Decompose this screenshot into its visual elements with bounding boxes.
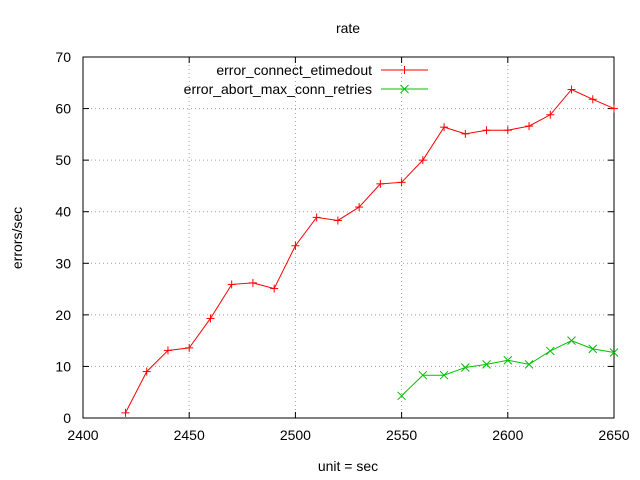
series-2	[397, 336, 619, 401]
plot-frame	[82, 56, 615, 419]
x-tick-label: 2400	[67, 427, 98, 443]
x-axis-ticks: 2400 2450 2500 2550 2600 2650	[67, 57, 630, 443]
data-point	[312, 213, 321, 222]
marker-stroke	[545, 346, 555, 356]
marker-stroke	[482, 360, 491, 369]
data-point	[291, 241, 300, 250]
data-point	[525, 122, 534, 131]
data-point	[376, 179, 385, 188]
data-point	[524, 360, 534, 369]
data-point	[333, 216, 342, 225]
data-point	[460, 363, 470, 372]
marker-stroke	[397, 391, 406, 401]
marker-stroke	[609, 348, 619, 357]
y-tick-label: 10	[55, 358, 71, 374]
y-tick-label: 40	[55, 204, 71, 220]
data-point	[609, 348, 619, 357]
legend-entry-2: error_abort_max_conn_retries	[184, 81, 428, 97]
data-point	[142, 367, 151, 376]
y-tick-label: 30	[55, 255, 71, 271]
legend-marker	[400, 84, 409, 94]
y-tick-label: 20	[55, 307, 71, 323]
y-axis-ticks: 0 10 20 30 40 50 60 70	[55, 49, 614, 426]
x-tick-label: 2650	[598, 427, 629, 443]
marker-stroke	[588, 344, 598, 354]
marker-stroke	[418, 370, 428, 380]
x-tick-label: 2500	[280, 427, 311, 443]
data-point	[482, 126, 491, 135]
series-line	[401, 340, 615, 397]
chart-title: rate	[336, 20, 360, 36]
data-point	[461, 129, 470, 138]
data-point	[185, 343, 194, 352]
data-point	[270, 284, 279, 293]
y-tick-label: 50	[55, 152, 71, 168]
data-point	[567, 336, 576, 345]
data-point	[355, 203, 364, 212]
data-point	[610, 104, 618, 113]
data-point	[418, 370, 428, 380]
data-point	[567, 85, 576, 94]
data-point	[482, 360, 491, 369]
data-point	[121, 408, 130, 417]
legend-label: error_connect_etimedout	[216, 62, 372, 78]
marker-stroke	[460, 363, 470, 372]
data-point	[503, 355, 513, 365]
x-axis-label: unit = sec	[318, 458, 378, 474]
data-point	[397, 391, 406, 401]
data-point	[397, 178, 406, 187]
marker-stroke	[400, 84, 409, 94]
data-point	[163, 346, 172, 355]
series-1	[121, 85, 618, 417]
marker-stroke	[503, 355, 513, 365]
x-tick-label: 2450	[174, 427, 205, 443]
data-point	[588, 95, 597, 104]
y-tick-label: 0	[63, 410, 71, 426]
legend-entry-1: error_connect_etimedout	[216, 62, 428, 78]
y-tick-label: 60	[55, 101, 71, 117]
x-tick-label: 2600	[492, 427, 523, 443]
data-point	[248, 278, 257, 287]
series-layer	[121, 85, 619, 417]
data-point	[546, 110, 555, 119]
series-line	[125, 88, 615, 414]
data-point	[439, 370, 449, 380]
y-tick-label: 70	[55, 49, 71, 65]
data-point	[418, 156, 427, 165]
grid-lines	[83, 57, 614, 418]
data-point	[588, 344, 598, 354]
data-point	[503, 126, 512, 135]
data-point	[206, 314, 215, 323]
y-axis-label: errors/sec	[9, 207, 25, 269]
x-tick-label: 2550	[386, 427, 417, 443]
legend-label: error_abort_max_conn_retries	[184, 81, 372, 97]
legend: error_connect_etimedout error_abort_max_c…	[184, 62, 428, 97]
data-point	[227, 280, 236, 289]
legend-marker	[400, 66, 409, 74]
marker-stroke	[567, 336, 576, 345]
data-point	[545, 346, 555, 356]
data-point	[440, 123, 449, 132]
marker-stroke	[524, 360, 534, 369]
marker-stroke	[439, 370, 449, 380]
